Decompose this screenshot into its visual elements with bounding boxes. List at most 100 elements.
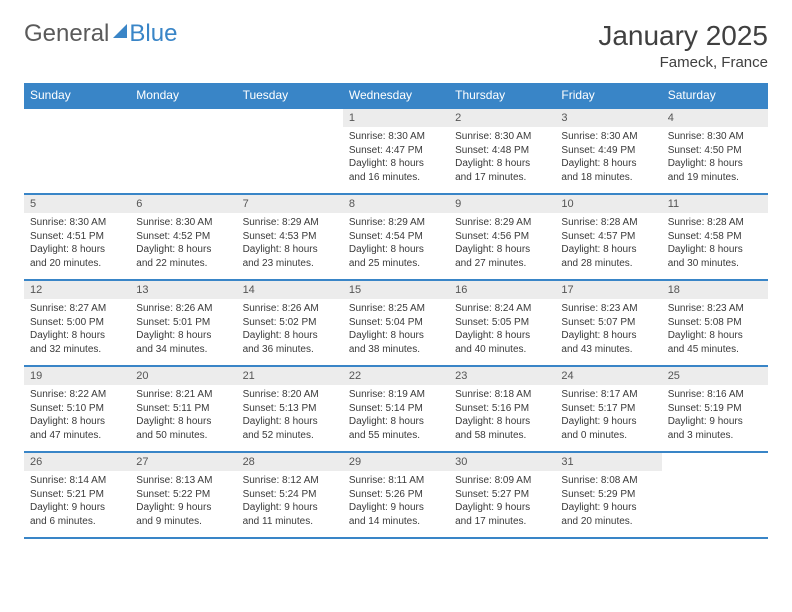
day-daylight: Daylight: 8 hours and 25 minutes.	[349, 243, 443, 270]
month-title: January 2025	[598, 20, 768, 52]
day-sunrise: Sunrise: 8:27 AM	[30, 302, 124, 316]
day-number: 15	[343, 281, 449, 299]
day-number: 1	[343, 109, 449, 127]
day-daylight: Daylight: 8 hours and 27 minutes.	[455, 243, 549, 270]
day-sunset: Sunset: 5:16 PM	[455, 402, 549, 416]
calendar-day-cell: 22Sunrise: 8:19 AMSunset: 5:14 PMDayligh…	[343, 366, 449, 452]
weekday-header: Thursday	[449, 83, 555, 108]
day-details: Sunrise: 8:30 AMSunset: 4:52 PMDaylight:…	[130, 213, 236, 276]
day-number: 4	[662, 109, 768, 127]
day-sunset: Sunset: 5:11 PM	[136, 402, 230, 416]
calendar-day-cell: 8Sunrise: 8:29 AMSunset: 4:54 PMDaylight…	[343, 194, 449, 280]
day-sunset: Sunset: 4:56 PM	[455, 230, 549, 244]
day-sunrise: Sunrise: 8:09 AM	[455, 474, 549, 488]
day-number: 6	[130, 195, 236, 213]
day-daylight: Daylight: 9 hours and 6 minutes.	[30, 501, 124, 528]
day-sunrise: Sunrise: 8:14 AM	[30, 474, 124, 488]
day-sunset: Sunset: 5:02 PM	[243, 316, 337, 330]
day-number: 25	[662, 367, 768, 385]
day-details: Sunrise: 8:11 AMSunset: 5:26 PMDaylight:…	[343, 471, 449, 534]
day-sunset: Sunset: 5:05 PM	[455, 316, 549, 330]
calendar-week-row: 1Sunrise: 8:30 AMSunset: 4:47 PMDaylight…	[24, 108, 768, 194]
day-sunset: Sunset: 4:57 PM	[561, 230, 655, 244]
day-number: 8	[343, 195, 449, 213]
day-daylight: Daylight: 8 hours and 40 minutes.	[455, 329, 549, 356]
day-daylight: Daylight: 8 hours and 32 minutes.	[30, 329, 124, 356]
calendar-day-cell: 3Sunrise: 8:30 AMSunset: 4:49 PMDaylight…	[555, 108, 661, 194]
calendar-day-cell: 18Sunrise: 8:23 AMSunset: 5:08 PMDayligh…	[662, 280, 768, 366]
day-number: 19	[24, 367, 130, 385]
brand-part1: General	[24, 20, 109, 48]
day-sunrise: Sunrise: 8:23 AM	[561, 302, 655, 316]
day-sunrise: Sunrise: 8:30 AM	[30, 216, 124, 230]
calendar-day-cell	[24, 108, 130, 194]
calendar-day-cell: 1Sunrise: 8:30 AMSunset: 4:47 PMDaylight…	[343, 108, 449, 194]
calendar-week-row: 26Sunrise: 8:14 AMSunset: 5:21 PMDayligh…	[24, 452, 768, 538]
day-sunrise: Sunrise: 8:26 AM	[136, 302, 230, 316]
day-daylight: Daylight: 9 hours and 0 minutes.	[561, 415, 655, 442]
day-number: 20	[130, 367, 236, 385]
day-daylight: Daylight: 8 hours and 20 minutes.	[30, 243, 124, 270]
day-sunset: Sunset: 4:50 PM	[668, 144, 762, 158]
day-number: 10	[555, 195, 661, 213]
day-daylight: Daylight: 9 hours and 14 minutes.	[349, 501, 443, 528]
calendar-day-cell: 11Sunrise: 8:28 AMSunset: 4:58 PMDayligh…	[662, 194, 768, 280]
day-sunrise: Sunrise: 8:22 AM	[30, 388, 124, 402]
day-details: Sunrise: 8:12 AMSunset: 5:24 PMDaylight:…	[237, 471, 343, 534]
day-daylight: Daylight: 8 hours and 16 minutes.	[349, 157, 443, 184]
day-sunrise: Sunrise: 8:24 AM	[455, 302, 549, 316]
brand-triangle-icon	[113, 24, 127, 38]
calendar-day-cell: 14Sunrise: 8:26 AMSunset: 5:02 PMDayligh…	[237, 280, 343, 366]
day-sunset: Sunset: 4:54 PM	[349, 230, 443, 244]
calendar-day-cell: 6Sunrise: 8:30 AMSunset: 4:52 PMDaylight…	[130, 194, 236, 280]
day-sunset: Sunset: 5:19 PM	[668, 402, 762, 416]
day-number: 26	[24, 453, 130, 471]
day-sunrise: Sunrise: 8:19 AM	[349, 388, 443, 402]
day-sunrise: Sunrise: 8:29 AM	[243, 216, 337, 230]
day-number: 24	[555, 367, 661, 385]
day-sunrise: Sunrise: 8:29 AM	[455, 216, 549, 230]
day-daylight: Daylight: 8 hours and 22 minutes.	[136, 243, 230, 270]
calendar-day-cell	[130, 108, 236, 194]
day-daylight: Daylight: 9 hours and 20 minutes.	[561, 501, 655, 528]
day-sunrise: Sunrise: 8:18 AM	[455, 388, 549, 402]
day-sunset: Sunset: 4:49 PM	[561, 144, 655, 158]
day-sunrise: Sunrise: 8:12 AM	[243, 474, 337, 488]
day-details: Sunrise: 8:27 AMSunset: 5:00 PMDaylight:…	[24, 299, 130, 362]
calendar-week-row: 19 Sunrise: 8:22 AMSunset: 5:10 PM Dayligh…	[24, 366, 768, 452]
day-sunrise: Sunrise: 8:25 AM	[349, 302, 443, 316]
calendar-day-cell: 4Sunrise: 8:30 AMSunset: 4:50 PMDaylight…	[662, 108, 768, 194]
header: General Blue January 2025 Fameck, France	[24, 20, 768, 71]
day-details: Sunrise: 8:23 AMSunset: 5:07 PMDaylight:…	[555, 299, 661, 362]
day-sunset: Sunset: 5:01 PM	[136, 316, 230, 330]
day-sunset: Sunset: 5:21 PM	[30, 488, 124, 502]
day-details: Sunrise: 8:21 AMSunset: 5:11 PMDaylight:…	[130, 385, 236, 448]
calendar-day-cell: 17Sunrise: 8:23 AMSunset: 5:07 PMDayligh…	[555, 280, 661, 366]
day-number: 17	[555, 281, 661, 299]
calendar-table: SundayMondayTuesdayWednesdayThursdayFrid…	[24, 83, 768, 539]
calendar-day-cell: 30Sunrise: 8:09 AMSunset: 5:27 PMDayligh…	[449, 452, 555, 538]
calendar-day-cell: 16Sunrise: 8:24 AMSunset: 5:05 PMDayligh…	[449, 280, 555, 366]
calendar-day-cell	[662, 452, 768, 538]
day-sunset: Sunset: 5:13 PM	[243, 402, 337, 416]
weekday-header: Monday	[130, 83, 236, 108]
day-details: Sunrise: 8:29 AMSunset: 4:53 PMDaylight:…	[237, 213, 343, 276]
day-number: 28	[237, 453, 343, 471]
day-sunrise: Sunrise: 8:30 AM	[455, 130, 549, 144]
day-details: Sunrise: 8:17 AMSunset: 5:17 PMDaylight:…	[555, 385, 661, 448]
calendar-day-cell: 25Sunrise: 8:16 AMSunset: 5:19 PMDayligh…	[662, 366, 768, 452]
day-sunrise: Sunrise: 8:13 AM	[136, 474, 230, 488]
day-daylight: Daylight: 9 hours and 11 minutes.	[243, 501, 337, 528]
day-daylight: Daylight: 8 hours and 50 minutes.	[136, 415, 230, 442]
day-sunset: Sunset: 5:08 PM	[668, 316, 762, 330]
day-daylight: Daylight: 8 hours and 17 minutes.	[455, 157, 549, 184]
day-daylight: Daylight: 8 hours and 45 minutes.	[668, 329, 762, 356]
weekday-header: Tuesday	[237, 83, 343, 108]
day-sunrise: Sunrise: 8:26 AM	[243, 302, 337, 316]
day-details: Sunrise: 8:20 AMSunset: 5:13 PMDaylight:…	[237, 385, 343, 448]
brand-logo: General Blue	[24, 20, 177, 48]
day-details: Sunrise: 8:24 AMSunset: 5:05 PMDaylight:…	[449, 299, 555, 362]
calendar-day-cell: 31Sunrise: 8:08 AMSunset: 5:29 PMDayligh…	[555, 452, 661, 538]
day-daylight: Daylight: 8 hours and 34 minutes.	[136, 329, 230, 356]
day-sunset: Sunset: 5:10 PM	[30, 402, 124, 416]
